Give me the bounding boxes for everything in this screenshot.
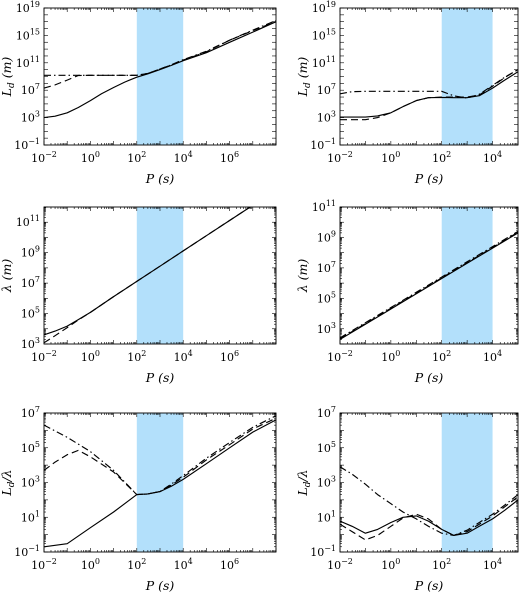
highlight-band <box>441 413 493 552</box>
y-tick-label: 101 <box>21 509 40 524</box>
x-tick-label: 102 <box>432 557 451 572</box>
plot-frame <box>339 206 519 345</box>
x-tick-label: 10−2 <box>327 150 353 165</box>
x-tick-label: 104 <box>174 557 193 572</box>
x-axis-label: P (s) <box>145 171 175 186</box>
series-line-dashed <box>340 69 518 121</box>
x-tick-label: 100 <box>381 557 400 572</box>
series-line-dashed <box>44 417 276 496</box>
x-tick-label: 104 <box>483 557 502 572</box>
x-tick-label: 106 <box>220 349 239 364</box>
chart-Ld-left: 10−2 100 102 104 106 10−1 103 107 1011 1015 1019 P … <box>0 0 277 186</box>
x-tick-label: 10−2 <box>31 349 57 364</box>
y-tick-label: 103 <box>317 475 336 490</box>
x-tick-label: 102 <box>432 150 451 165</box>
y-tick-label: 10−1 <box>14 544 40 559</box>
x-axis-label: P (s) <box>414 370 444 385</box>
y-tick-label: 1011 <box>16 214 40 229</box>
chart-lambda-left: 10−2 100 102 104 106 103 105 107 109 1011 P (s) λ (… <box>0 206 277 385</box>
x-tick-label: 104 <box>174 349 193 364</box>
x-tick-label: 106 <box>220 557 239 572</box>
chart-ratio-left: 10−2 100 102 104 106 10−1 101 103 105 107 P (s) Ld/… <box>0 405 277 593</box>
y-tick-label: 1015 <box>16 27 40 42</box>
y-tick-label: 105 <box>317 290 336 305</box>
x-tick-label: 102 <box>432 349 451 364</box>
x-tick-label: 10−2 <box>31 557 57 572</box>
y-tick-label: 103 <box>21 336 40 351</box>
highlight-band <box>441 207 493 344</box>
series-line-dashed <box>340 496 518 541</box>
series-line-dashdot <box>44 19 276 76</box>
y-tick-label: 109 <box>317 229 336 244</box>
y-tick-label: 107 <box>21 275 40 290</box>
y-axis-label: λ (m) <box>295 259 310 294</box>
chart-lambda-right: 10−2 100 102 104 103 105 107 109 1011 P (s) λ (m) <box>295 199 519 385</box>
y-tick-label: 103 <box>317 110 336 125</box>
x-axis-label: P (s) <box>414 171 444 186</box>
x-tick-label: 100 <box>81 349 100 364</box>
y-tick-label: 107 <box>317 260 336 275</box>
series-line-dashdot <box>340 230 518 339</box>
series-line-solid <box>340 499 518 536</box>
highlight-band <box>136 8 184 145</box>
y-tick-label: 1019 <box>16 0 40 15</box>
y-tick-label: 107 <box>21 405 40 420</box>
x-tick-label: 10−2 <box>327 557 353 572</box>
series-line-dashdot <box>340 466 518 536</box>
y-tick-label: 103 <box>317 321 336 336</box>
y-tick-label: 103 <box>21 475 40 490</box>
x-tick-label: 102 <box>127 349 146 364</box>
y-tick-label: 105 <box>21 440 40 455</box>
y-tick-label: 107 <box>317 405 336 420</box>
y-tick-label: 10−1 <box>14 137 40 152</box>
y-axis-label: Ld/λ <box>295 469 313 496</box>
y-tick-label: 1011 <box>312 199 336 214</box>
x-tick-label: 100 <box>381 349 400 364</box>
series-line-dashed <box>44 21 276 89</box>
x-tick-label: 104 <box>483 150 502 165</box>
x-tick-label: 10−2 <box>31 150 57 165</box>
x-tick-label: 104 <box>483 349 502 364</box>
x-axis-label: P (s) <box>414 578 444 593</box>
y-axis-label: Ld/λ <box>0 469 17 496</box>
series-line-solid <box>44 21 276 119</box>
y-tick-label: 101 <box>317 509 336 524</box>
y-tick-label: 1015 <box>312 27 336 42</box>
y-tick-label: 109 <box>21 245 40 260</box>
x-axis-label: P (s) <box>145 578 175 593</box>
y-tick-label: 107 <box>317 82 336 97</box>
y-tick-label: 1019 <box>312 0 336 15</box>
x-tick-label: 100 <box>381 150 400 165</box>
series-line-dashed <box>340 231 518 340</box>
x-tick-label: 102 <box>127 150 146 165</box>
y-tick-label: 107 <box>21 82 40 97</box>
y-tick-label: 10−1 <box>310 137 336 152</box>
x-tick-label: 10−2 <box>327 349 353 364</box>
x-tick-label: 104 <box>174 150 193 165</box>
x-tick-label: 102 <box>127 557 146 572</box>
y-tick-label: 105 <box>21 306 40 321</box>
y-axis-label: Ld (m) <box>295 57 313 98</box>
x-tick-label: 100 <box>81 557 100 572</box>
y-axis-label: Ld (m) <box>0 57 17 98</box>
y-axis-label: λ (m) <box>0 259 14 294</box>
chart-ratio-right: 10−2 100 102 104 10−1 101 103 105 107 P (s) Ld/λ <box>295 405 519 593</box>
chart-Ld-right: 10−2 100 102 104 10−1 103 107 1011 1015 1019 P (s)… <box>295 0 519 186</box>
x-axis-label: P (s) <box>145 370 175 385</box>
y-tick-label: 103 <box>21 110 40 125</box>
highlight-band <box>136 207 184 344</box>
x-tick-label: 106 <box>220 150 239 165</box>
y-tick-label: 1011 <box>312 55 336 70</box>
x-tick-label: 100 <box>81 150 100 165</box>
series-line-dashdot <box>340 69 518 99</box>
y-tick-label: 10−1 <box>310 544 336 559</box>
series-line-dashed <box>44 207 252 344</box>
y-tick-label: 1011 <box>16 55 40 70</box>
highlight-band <box>441 8 493 145</box>
y-tick-label: 105 <box>317 440 336 455</box>
